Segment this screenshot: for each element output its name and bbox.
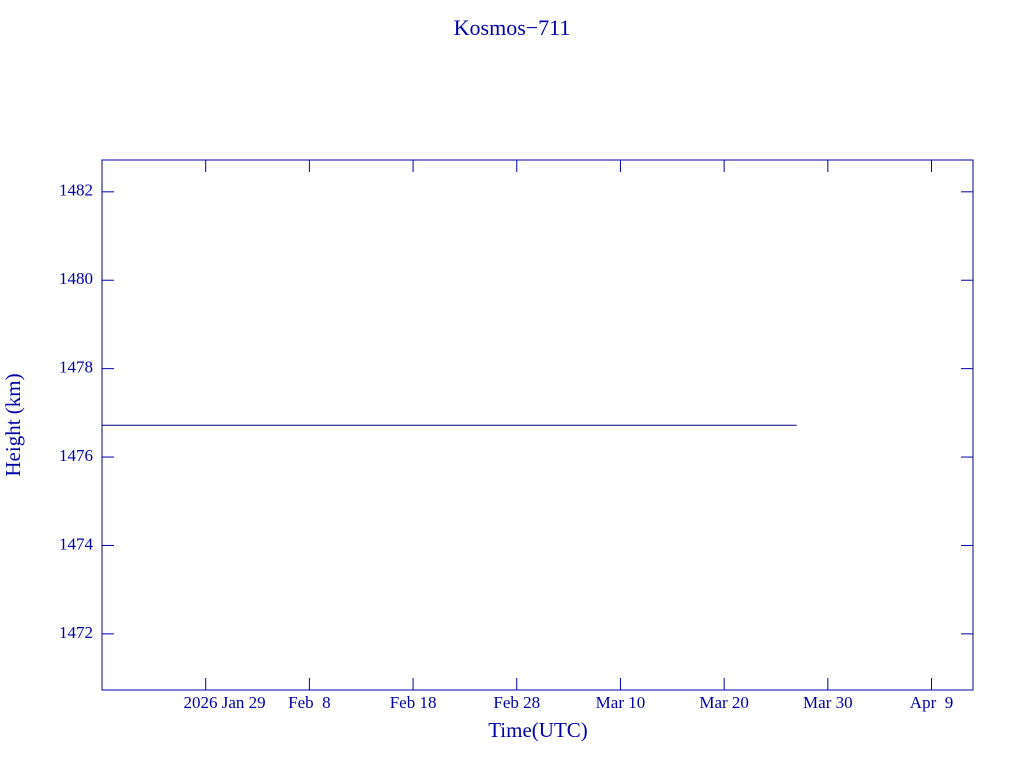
chart-title: Kosmos−711 — [454, 15, 571, 40]
x-tick-label: Feb 8 — [288, 693, 331, 712]
x-tick-label: Mar 20 — [699, 693, 749, 712]
x-tick-label: Mar 30 — [803, 693, 853, 712]
x-tick-label: Mar 10 — [596, 693, 646, 712]
y-tick-label: 1480 — [59, 269, 93, 288]
y-tick-label: 1474 — [59, 534, 94, 553]
y-tick-label: 1478 — [59, 358, 93, 377]
y-tick-label: 1472 — [59, 623, 93, 642]
x-tick-label: 2026 Jan 29 — [184, 693, 266, 712]
y-axis-label: Height (km) — [1, 373, 25, 476]
y-tick-label: 1476 — [59, 446, 93, 465]
x-axis-label: Time(UTC) — [488, 718, 588, 742]
x-tick-label: Apr 9 — [910, 693, 953, 712]
y-tick-label: 1482 — [59, 181, 93, 200]
x-tick-label: Feb 18 — [390, 693, 437, 712]
x-tick-label: Feb 28 — [493, 693, 540, 712]
